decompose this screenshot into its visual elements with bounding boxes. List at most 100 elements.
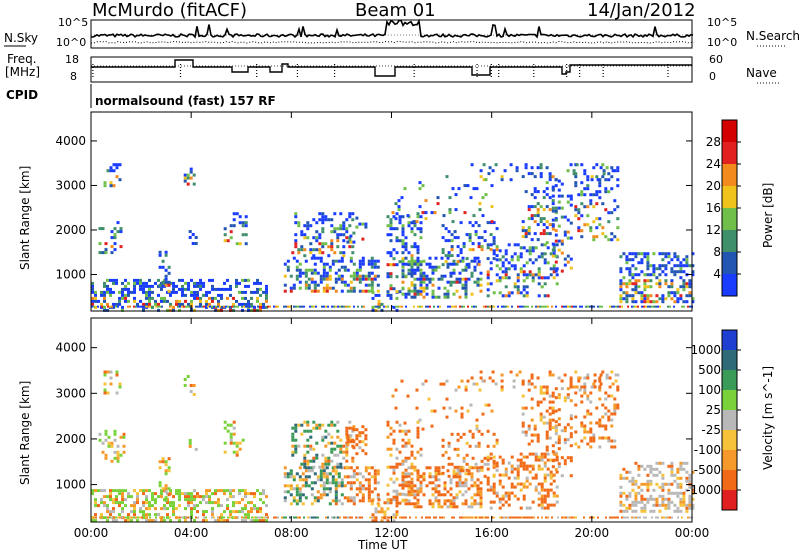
- power-heatmap-cell: [539, 172, 543, 176]
- velocity-heatmap-cell: [608, 385, 612, 389]
- power-heatmap-cell: [189, 305, 191, 308]
- power-heatmap-cell: [172, 284, 175, 288]
- velocity-heatmap-cell: [110, 459, 114, 463]
- velocity-heatmap-cell: [534, 458, 538, 462]
- velocity-heatmap-cell: [103, 501, 106, 505]
- power-heatmap-cell: [599, 305, 601, 308]
- power-heatmap-cell: [602, 172, 606, 176]
- velocity-heatmap-cell: [419, 484, 423, 488]
- velocity-heatmap-cell: [531, 467, 535, 471]
- power-heatmap-cell: [419, 286, 423, 290]
- velocity-heatmap-cell: [509, 516, 511, 519]
- velocity-heatmap-cell: [449, 499, 453, 503]
- velocity-heatmap-cell: [486, 458, 490, 462]
- power-heatmap-cell: [572, 169, 576, 173]
- power-heatmap-cell: [337, 274, 341, 278]
- power-heatmap-cell: [688, 294, 692, 298]
- velocity-heatmap-cell: [319, 493, 323, 497]
- power-ytick-label: 4000: [55, 134, 86, 148]
- velocity-heatmap-cell: [681, 516, 683, 519]
- velocity-heatmap-cell: [319, 475, 323, 479]
- velocity-heatmap-cell: [589, 516, 591, 519]
- power-heatmap-cell: [303, 248, 307, 252]
- power-heatmap-cell: [199, 281, 202, 285]
- power-heatmap-cell: [416, 256, 420, 260]
- power-heatmap-cell: [679, 294, 683, 298]
- power-colorbar-tick-label: 8: [713, 245, 721, 259]
- velocity-heatmap-cell: [98, 432, 102, 436]
- velocity-heatmap-cell: [551, 474, 555, 478]
- power-heatmap-cell: [389, 287, 393, 291]
- power-heatmap-cell: [634, 279, 638, 283]
- velocity-heatmap-cell: [548, 373, 552, 377]
- power-heatmap-cell: [389, 263, 393, 267]
- velocity-heatmap-cell: [673, 509, 677, 513]
- velocity-heatmap-cell: [151, 492, 154, 496]
- velocity-heatmap-cell: [370, 502, 374, 506]
- velocity-heatmap-cell: [428, 472, 432, 476]
- velocity-heatmap-cell: [346, 481, 350, 485]
- velocity-heatmap-cell: [658, 485, 662, 489]
- power-heatmap-cell: [456, 245, 460, 249]
- velocity-heatmap-cell: [441, 444, 445, 448]
- power-heatmap-cell: [253, 290, 256, 294]
- velocity-heatmap-cell: [592, 382, 596, 386]
- velocity-heatmap-cell: [349, 475, 353, 479]
- power-heatmap-cell: [187, 302, 190, 306]
- velocity-heatmap-cell: [609, 516, 611, 519]
- power-heatmap-cell: [157, 278, 160, 282]
- power-heatmap-cell: [410, 245, 414, 249]
- power-heatmap-cell: [548, 196, 552, 200]
- velocity-heatmap-cell: [555, 500, 559, 504]
- power-heatmap-cell: [452, 259, 456, 263]
- velocity-heatmap-cell: [480, 468, 484, 472]
- power-heatmap-cell: [295, 274, 299, 278]
- velocity-heatmap-cell: [121, 501, 124, 505]
- velocity-heatmap-cell: [461, 516, 463, 519]
- power-heatmap-cell: [389, 293, 393, 297]
- velocity-heatmap-cell: [492, 485, 496, 489]
- power-heatmap-cell: [557, 200, 561, 204]
- velocity-heatmap-cell: [465, 516, 467, 519]
- velocity-heatmap-cell: [374, 510, 378, 514]
- power-heatmap-cell: [355, 271, 359, 275]
- power-heatmap-cell: [169, 302, 172, 306]
- velocity-heatmap-cell: [598, 421, 602, 425]
- velocity-heatmap-cell: [160, 489, 163, 493]
- power-heatmap-cell: [673, 255, 677, 259]
- power-heatmap-cell: [333, 227, 337, 231]
- velocity-heatmap-cell: [551, 373, 555, 377]
- velocity-heatmap-cell: [205, 492, 208, 496]
- power-heatmap-cell: [479, 169, 483, 173]
- velocity-heatmap-cell: [665, 516, 667, 519]
- power-heatmap-cell: [516, 255, 520, 259]
- velocity-heatmap-cell: [542, 415, 546, 419]
- power-heatmap-cell: [295, 277, 299, 281]
- velocity-heatmap-cell: [289, 469, 293, 473]
- power-heatmap-cell: [557, 248, 561, 252]
- power-heatmap-cell: [327, 254, 331, 258]
- power-heatmap-cell: [478, 208, 482, 212]
- power-heatmap-cell: [345, 236, 349, 240]
- velocity-heatmap-cell: [628, 470, 632, 474]
- velocity-heatmap-cell: [443, 502, 447, 506]
- power-heatmap-cell: [667, 255, 671, 259]
- power-heatmap-cell: [241, 278, 244, 282]
- power-heatmap-cell: [395, 275, 399, 279]
- velocity-heatmap-cell: [214, 489, 217, 493]
- power-heatmap-cell: [657, 305, 659, 308]
- freq-frame: [90, 56, 693, 83]
- velocity-heatmap-cell: [627, 516, 629, 519]
- power-heatmap-cell: [521, 226, 525, 230]
- velocity-heatmap-cell: [111, 516, 113, 519]
- velocity-heatmap-cell: [551, 391, 555, 395]
- velocity-heatmap-cell: [470, 502, 474, 506]
- power-heatmap-cell: [116, 221, 120, 225]
- velocity-heatmap-cell: [257, 516, 259, 519]
- power-heatmap-cell: [688, 291, 692, 295]
- power-heatmap-cell: [428, 256, 432, 260]
- power-heatmap-cell: [229, 230, 233, 234]
- velocity-heatmap-cell: [500, 373, 504, 377]
- velocity-heatmap-cell: [679, 509, 683, 513]
- power-heatmap-cell: [312, 236, 316, 240]
